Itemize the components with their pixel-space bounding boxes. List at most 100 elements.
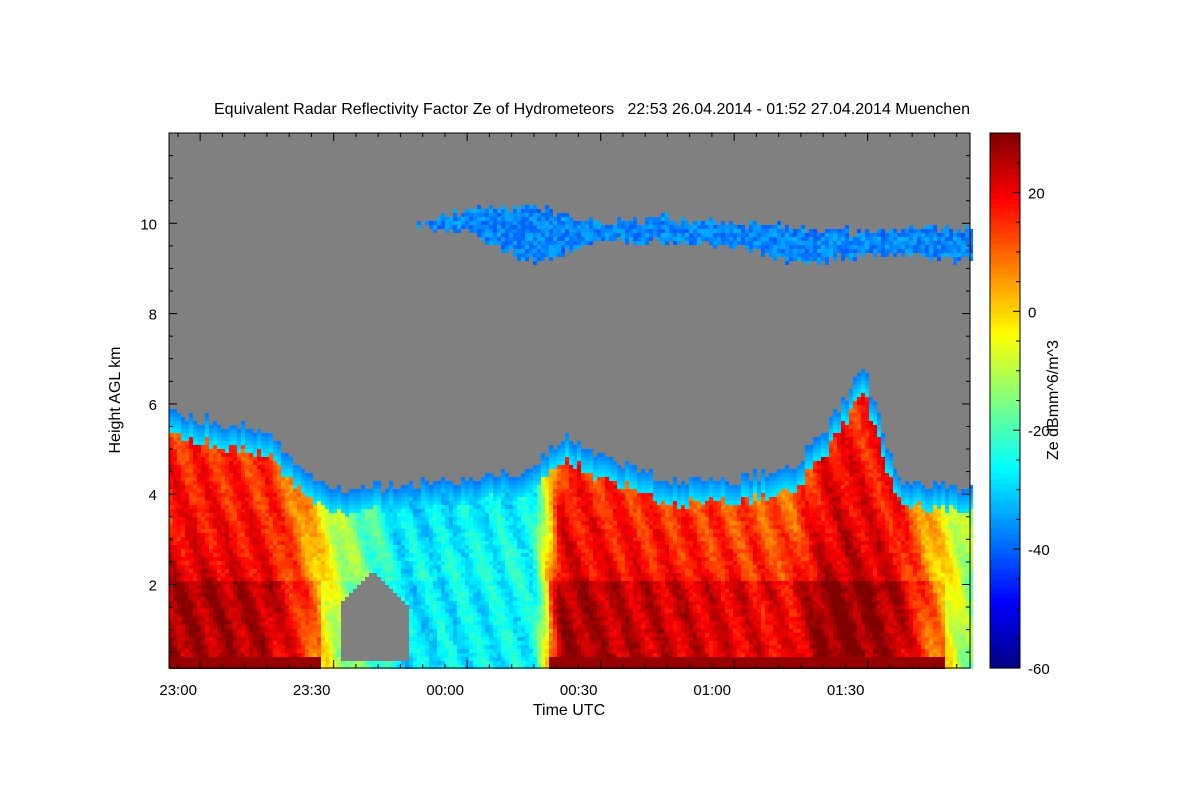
heatmap-cell (333, 497, 337, 501)
heatmap-cell (465, 497, 469, 501)
heatmap-cell (221, 433, 225, 437)
heatmap-cell (205, 569, 209, 573)
heatmap-cell (185, 589, 189, 593)
heatmap-cell (461, 485, 465, 489)
heatmap-cell (317, 625, 321, 629)
heatmap-cell (209, 617, 213, 621)
heatmap-cell (533, 481, 537, 485)
heatmap-cell (301, 661, 305, 665)
heatmap-cell (421, 493, 425, 497)
heatmap-cell (337, 485, 341, 489)
heatmap-cell (205, 493, 209, 497)
heatmap-cell (229, 441, 233, 445)
heatmap-cell (505, 657, 509, 661)
heatmap-cell (517, 213, 521, 217)
heatmap-cell (541, 657, 545, 661)
heatmap-cell (189, 657, 193, 661)
heatmap-cell (313, 553, 317, 557)
heatmap-cell (325, 661, 329, 665)
heatmap-cell (177, 541, 181, 545)
heatmap-cell (265, 449, 269, 453)
heatmap-cell (425, 601, 429, 605)
heatmap-cell (281, 477, 285, 481)
heatmap-cell (457, 533, 461, 537)
heatmap-cell (253, 589, 257, 593)
heatmap-cell (297, 601, 301, 605)
heatmap-cell (177, 573, 181, 577)
heatmap-cell (253, 525, 257, 529)
heatmap-cell (373, 517, 377, 521)
heatmap-cell (481, 521, 485, 525)
heatmap-cell (221, 461, 225, 465)
heatmap-cell (201, 549, 205, 553)
heatmap-cell (553, 217, 557, 221)
heatmap-cell (325, 549, 329, 553)
heatmap-cell (181, 549, 185, 553)
heatmap-cell (317, 653, 321, 657)
heatmap-cell (389, 521, 393, 525)
heatmap-cell (317, 613, 321, 617)
heatmap-cell (525, 493, 529, 497)
heatmap-cell (341, 593, 345, 597)
heatmap-cell (181, 597, 185, 601)
heatmap-cell (221, 449, 225, 453)
heatmap-cell (261, 473, 265, 477)
heatmap-cell (409, 537, 413, 541)
heatmap-cell (541, 457, 545, 461)
heatmap-cell (377, 513, 381, 517)
heatmap-cell (249, 613, 253, 617)
heatmap-cell (265, 433, 269, 437)
heatmap-cell (269, 537, 273, 541)
heatmap-cell (401, 533, 405, 537)
heatmap-cell (453, 625, 457, 629)
heatmap-cell (453, 485, 457, 489)
heatmap-cell (501, 553, 505, 557)
heatmap-cell (177, 613, 181, 617)
heatmap-cell (429, 549, 433, 553)
heatmap-cell (185, 653, 189, 657)
heatmap-cell (173, 617, 177, 621)
heatmap-cell (281, 577, 285, 581)
heatmap-cell (445, 485, 449, 489)
heatmap-cell (349, 537, 353, 541)
heatmap-cell (257, 653, 261, 657)
heatmap-cell (205, 653, 209, 657)
heatmap-cell (345, 493, 349, 497)
heatmap-cell (201, 505, 205, 509)
heatmap-cell (205, 593, 209, 597)
heatmap-cell (517, 657, 521, 661)
heatmap-cell (169, 481, 173, 485)
heatmap-cell (537, 657, 541, 661)
heatmap-cell (197, 461, 201, 465)
heatmap-cell (317, 493, 321, 497)
heatmap-cell (173, 469, 177, 473)
heatmap-cell (481, 649, 485, 653)
heatmap-cell (241, 629, 245, 633)
heatmap-cell (429, 637, 433, 641)
heatmap-cell (477, 505, 481, 509)
heatmap-cell (185, 625, 189, 629)
heatmap-cell (221, 489, 225, 493)
heatmap-cell (213, 601, 217, 605)
heatmap-cell (361, 553, 365, 557)
heatmap-cell (285, 593, 289, 597)
heatmap-cell (361, 577, 365, 581)
heatmap-cell (269, 513, 273, 517)
heatmap-cell (485, 653, 489, 657)
heatmap-cell (197, 621, 201, 625)
heatmap-cell (205, 457, 209, 461)
heatmap-cell (417, 661, 421, 665)
heatmap-cell (385, 573, 389, 577)
heatmap-cell (481, 209, 485, 213)
heatmap-cell (305, 589, 309, 593)
heatmap-cell (525, 481, 529, 485)
heatmap-cell (233, 505, 237, 509)
heatmap-cell (249, 641, 253, 645)
heatmap-cell (525, 597, 529, 601)
heatmap-cell (421, 581, 425, 585)
heatmap-cell (461, 225, 465, 229)
heatmap-cell (225, 501, 229, 505)
heatmap-cell (421, 545, 425, 549)
heatmap-cell (177, 625, 181, 629)
heatmap-cell (409, 653, 413, 657)
